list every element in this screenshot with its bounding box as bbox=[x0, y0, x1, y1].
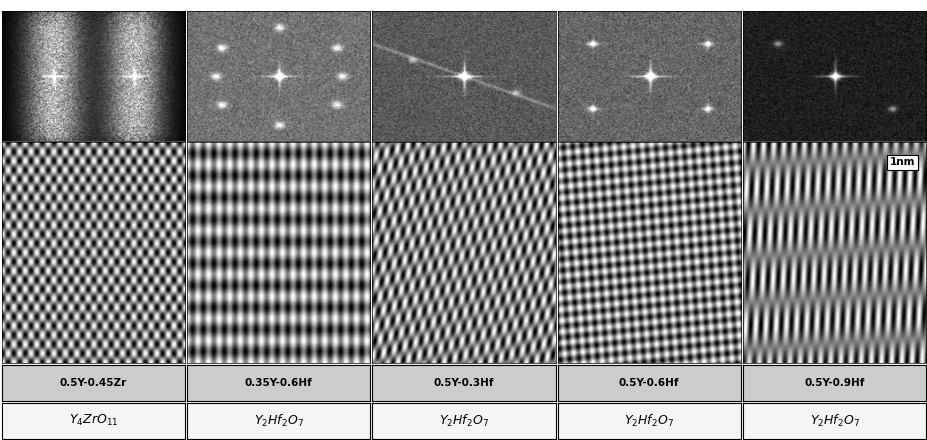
Text: 0.5Y-0.45Zr: 0.5Y-0.45Zr bbox=[59, 378, 127, 388]
Text: 0.5Y-0.3Hf: 0.5Y-0.3Hf bbox=[434, 378, 494, 388]
Text: $Y_4ZrO_{11}$: $Y_4ZrO_{11}$ bbox=[69, 414, 118, 429]
Text: 0.5Y-0.6Hf: 0.5Y-0.6Hf bbox=[619, 378, 679, 388]
Text: $Y_2Hf_2O_7$: $Y_2Hf_2O_7$ bbox=[809, 413, 859, 429]
Text: $Y_2Hf_2O_7$: $Y_2Hf_2O_7$ bbox=[624, 413, 674, 429]
Text: $Y_2Hf_2O_7$: $Y_2Hf_2O_7$ bbox=[439, 413, 489, 429]
Text: 0.5Y-0.9Hf: 0.5Y-0.9Hf bbox=[805, 378, 865, 388]
Text: 1nm: 1nm bbox=[890, 158, 915, 167]
Text: $Y_2Hf_2O_7$: $Y_2Hf_2O_7$ bbox=[254, 413, 304, 429]
Text: 0.35Y-0.6Hf: 0.35Y-0.6Hf bbox=[245, 378, 312, 388]
